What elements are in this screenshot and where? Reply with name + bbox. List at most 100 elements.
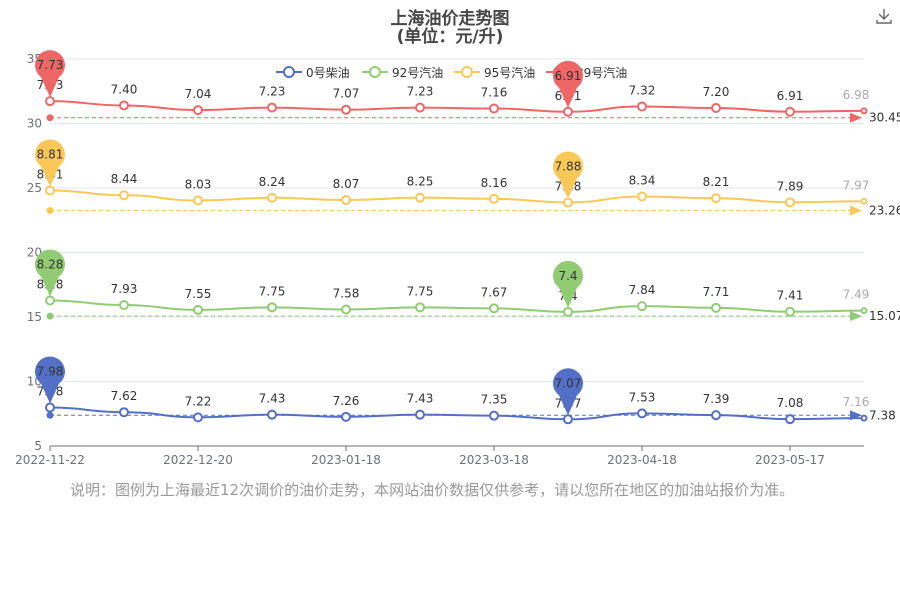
data-label: 8.44 xyxy=(111,172,138,186)
x-tick-label: 2023-01-18 xyxy=(311,453,381,467)
data-point xyxy=(267,302,277,313)
data-point xyxy=(489,103,499,114)
x-tick-label: 2023-05-17 xyxy=(755,453,825,467)
data-point xyxy=(45,402,55,413)
y-tick-label: 15 xyxy=(27,310,42,324)
legend-item[interactable]: 95号汽油 xyxy=(454,63,535,81)
pin-label: 8.28 xyxy=(37,257,64,271)
data-point xyxy=(711,302,721,313)
min-marker: 7.88 xyxy=(553,151,584,199)
pin-label: 7.4 xyxy=(558,269,577,283)
y-tick-label: 25 xyxy=(27,181,42,195)
pin-shape xyxy=(553,260,584,308)
data-label: 7.20 xyxy=(703,85,730,99)
pin-label: 8.81 xyxy=(37,147,64,161)
data-point xyxy=(119,190,129,201)
data-point xyxy=(415,302,425,313)
legend-item[interactable]: 0号柴油 xyxy=(276,63,350,81)
data-label: 7.43 xyxy=(407,392,434,406)
legend-label: 95号汽油 xyxy=(484,65,536,80)
data-point xyxy=(193,304,203,315)
data-point xyxy=(860,414,868,422)
pin-shape xyxy=(35,139,65,187)
data-point xyxy=(45,185,55,196)
average-arrow xyxy=(850,311,862,322)
data-point xyxy=(119,407,129,418)
max-marker: 8.28 xyxy=(35,249,65,297)
data-point xyxy=(637,101,647,112)
min-marker: 7.4 xyxy=(553,260,584,308)
legend-item[interactable]: 92号汽油 xyxy=(362,63,443,81)
legend-label: 89号汽油 xyxy=(576,65,628,80)
data-point xyxy=(45,295,55,306)
data-label: 7.75 xyxy=(259,284,286,298)
data-label: 7.97 xyxy=(843,178,870,192)
data-label: 6.98 xyxy=(843,88,870,102)
data-point xyxy=(637,408,647,419)
average-arrow xyxy=(850,205,862,216)
series-92号汽油: 15.07 8.28 7.93 7.55 7.75 7.58 7.75 7.67 7.4 7.84… xyxy=(35,249,900,323)
pin-shape xyxy=(553,60,584,108)
data-point xyxy=(860,197,868,205)
data-label: 7.49 xyxy=(843,288,870,302)
series-95号汽油: 23.26 8.81 8.44 8.03 8.24 8.07 8.25 8.16 7.88 8.3… xyxy=(35,139,900,217)
data-label: 7.84 xyxy=(629,283,656,297)
legend-marker xyxy=(276,66,302,78)
average-start-dot xyxy=(46,411,54,419)
x-tick-label: 2023-03-18 xyxy=(459,453,529,467)
x-tick-label: 2022-12-20 xyxy=(163,453,233,467)
max-marker: 7.73 xyxy=(35,50,65,98)
data-point xyxy=(193,105,203,116)
data-point xyxy=(119,300,129,311)
data-label: 7.16 xyxy=(481,86,508,100)
data-label: 7.71 xyxy=(703,285,730,299)
series-line xyxy=(49,189,865,204)
data-point xyxy=(415,192,425,203)
data-point xyxy=(415,409,425,420)
data-point xyxy=(341,411,351,422)
data-point xyxy=(119,100,129,111)
pin-label: 7.98 xyxy=(37,365,64,379)
data-point xyxy=(563,197,573,208)
data-label: 7.23 xyxy=(407,85,434,99)
download-icon[interactable] xyxy=(874,6,894,26)
chart-note: 说明：图例为上海最近12次调价的油价走势，本网站油价数据仅供参考，请以您所在地区… xyxy=(70,481,795,499)
data-label: 7.16 xyxy=(843,395,870,409)
data-label: 8.25 xyxy=(407,175,434,189)
max-marker: 7.98 xyxy=(35,356,65,404)
pin-shape xyxy=(35,50,65,98)
average-start-dot xyxy=(46,114,54,122)
pin-label: 6.91 xyxy=(555,69,582,83)
data-label: 7.26 xyxy=(333,394,360,408)
legend-marker xyxy=(362,66,388,78)
data-label: 7.41 xyxy=(777,289,804,303)
data-point xyxy=(637,301,647,312)
pin-shape xyxy=(35,356,65,404)
data-point xyxy=(193,195,203,206)
chart-subtitle: (单位：元/升) xyxy=(396,27,504,47)
series-0号柴油: 7.38 7.98 7.62 7.22 7.43 7.26 7.43 7.35 7.07 7.53… xyxy=(35,356,896,425)
data-point xyxy=(785,414,795,425)
legend-label: 0号柴油 xyxy=(306,65,350,80)
data-label: 7.67 xyxy=(481,285,508,299)
x-tick-label: 2023-04-18 xyxy=(607,453,677,467)
min-marker: 6.91 xyxy=(553,60,584,108)
data-point xyxy=(860,107,868,115)
chart-title: 上海油价走势图 xyxy=(390,9,510,29)
data-point xyxy=(563,414,573,425)
data-label: 7.08 xyxy=(777,396,804,410)
series-89号汽油: 30.45 7.73 7.40 7.04 7.23 7.07 7.23 7.16 6.91 7.3… xyxy=(35,50,900,125)
data-point xyxy=(341,104,351,115)
max-marker: 8.81 xyxy=(35,139,65,187)
data-label: 8.07 xyxy=(333,177,360,191)
pin-label: 7.88 xyxy=(555,159,582,173)
data-label: 7.89 xyxy=(777,179,804,193)
data-point xyxy=(563,306,573,317)
legend-marker xyxy=(454,66,480,78)
data-label: 8.21 xyxy=(703,175,730,189)
data-label: 7.55 xyxy=(185,287,212,301)
series-line xyxy=(49,299,865,313)
data-point xyxy=(341,304,351,315)
average-start-dot xyxy=(46,312,54,320)
average-start-dot xyxy=(46,206,54,214)
